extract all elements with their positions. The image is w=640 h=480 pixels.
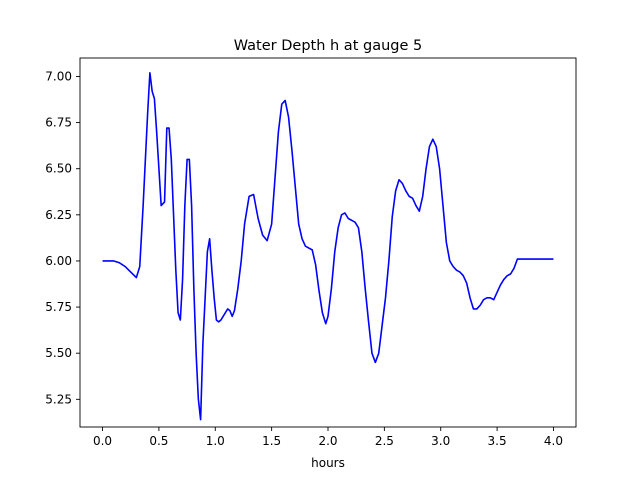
x-tick-label: 0.5 [149, 434, 168, 448]
y-tick-label: 6.75 [45, 116, 72, 130]
y-tick-label: 6.50 [45, 162, 72, 176]
x-tick-label: 1.5 [262, 434, 281, 448]
y-tick-label: 5.25 [45, 392, 72, 406]
y-tick-label: 7.00 [45, 69, 72, 83]
y-tick-label: 5.50 [45, 346, 72, 360]
y-tick-label: 6.00 [45, 254, 72, 268]
x-tick-label: 2.0 [318, 434, 337, 448]
y-tick-label: 6.25 [45, 208, 72, 222]
x-tick-label: 3.5 [488, 434, 507, 448]
x-tick-label: 4.0 [544, 434, 563, 448]
chart-title: Water Depth h at gauge 5 [234, 38, 422, 54]
plot-area: 0.0 0.5 1.0 1.5 2.0 2.5 3.0 3.5 4.0 5.25 5.50 5.75 6… [45, 57, 577, 448]
x-tick-label: 2.5 [375, 434, 394, 448]
x-axis-label: hours [311, 456, 345, 470]
x-tick-label: 1.0 [206, 434, 225, 448]
y-tick-label: 5.75 [45, 300, 72, 314]
x-tick-label: 0.0 [93, 434, 112, 448]
series-line-0 [102, 71, 554, 421]
x-tick-label: 3.0 [431, 434, 450, 448]
